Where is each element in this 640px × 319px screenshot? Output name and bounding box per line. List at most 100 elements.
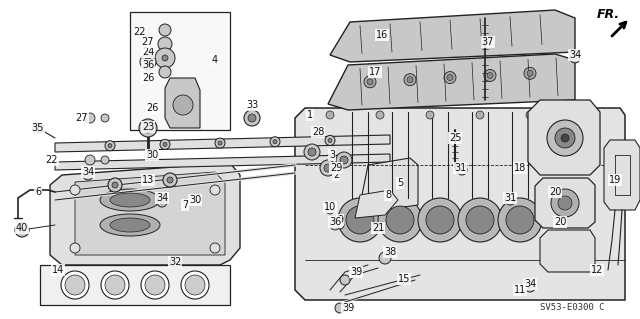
Circle shape (324, 164, 332, 172)
Text: 14: 14 (52, 265, 64, 275)
Circle shape (273, 140, 277, 144)
Circle shape (367, 79, 373, 85)
Circle shape (139, 119, 157, 137)
Circle shape (101, 114, 109, 122)
Circle shape (558, 196, 572, 210)
Circle shape (340, 275, 350, 285)
Polygon shape (75, 172, 225, 255)
Circle shape (173, 95, 193, 115)
Circle shape (19, 227, 25, 233)
Circle shape (326, 206, 334, 214)
Circle shape (85, 113, 95, 123)
Text: 20: 20 (549, 187, 561, 197)
Text: 34: 34 (156, 193, 168, 203)
Circle shape (145, 275, 165, 295)
Text: 27: 27 (76, 113, 88, 123)
Circle shape (505, 195, 515, 205)
Text: 11: 11 (514, 285, 526, 295)
Circle shape (15, 223, 29, 237)
Circle shape (386, 206, 414, 234)
Circle shape (61, 271, 89, 299)
Text: 35: 35 (32, 123, 44, 133)
Circle shape (108, 178, 122, 192)
Circle shape (573, 56, 577, 60)
Polygon shape (55, 135, 390, 152)
Circle shape (487, 72, 493, 78)
Text: 16: 16 (376, 30, 388, 40)
Circle shape (143, 123, 153, 133)
Circle shape (476, 111, 484, 119)
Circle shape (70, 243, 80, 253)
Polygon shape (295, 108, 625, 300)
Circle shape (215, 138, 225, 148)
Text: 18: 18 (514, 163, 526, 173)
Text: SV53-E0300 C: SV53-E0300 C (540, 303, 605, 313)
Text: 29: 29 (330, 163, 342, 173)
Circle shape (162, 55, 168, 61)
Polygon shape (360, 158, 418, 212)
Circle shape (160, 200, 164, 204)
Circle shape (336, 152, 352, 168)
Text: 15: 15 (398, 274, 410, 284)
Circle shape (336, 221, 344, 229)
Text: 30: 30 (146, 150, 158, 160)
Circle shape (70, 185, 80, 195)
Circle shape (218, 141, 222, 145)
Circle shape (335, 303, 345, 313)
Text: 39: 39 (350, 267, 362, 277)
Polygon shape (330, 10, 575, 62)
Polygon shape (528, 100, 600, 175)
Circle shape (404, 74, 416, 86)
Circle shape (86, 173, 90, 177)
Text: 26: 26 (146, 103, 158, 113)
Circle shape (144, 58, 152, 66)
Text: 13: 13 (142, 175, 154, 185)
Circle shape (418, 198, 462, 242)
Circle shape (105, 275, 125, 295)
Circle shape (527, 70, 533, 76)
Polygon shape (355, 190, 398, 218)
Circle shape (376, 111, 384, 119)
Circle shape (159, 66, 171, 78)
Polygon shape (165, 78, 200, 128)
Circle shape (141, 271, 169, 299)
Circle shape (167, 177, 173, 183)
Circle shape (105, 141, 115, 151)
Circle shape (555, 128, 575, 148)
Circle shape (85, 155, 95, 165)
Circle shape (181, 271, 209, 299)
Circle shape (244, 110, 260, 126)
Text: 34: 34 (569, 50, 581, 60)
Circle shape (210, 243, 220, 253)
Text: 19: 19 (609, 175, 621, 185)
Circle shape (526, 111, 534, 119)
Text: 32: 32 (169, 257, 181, 267)
Circle shape (498, 198, 542, 242)
Circle shape (108, 144, 112, 148)
Circle shape (330, 220, 340, 230)
Circle shape (528, 285, 532, 289)
Circle shape (210, 185, 220, 195)
Text: 1: 1 (307, 110, 313, 120)
Polygon shape (50, 163, 240, 265)
Circle shape (524, 67, 536, 79)
Circle shape (551, 189, 579, 217)
Text: 21: 21 (372, 223, 384, 233)
Circle shape (325, 136, 335, 145)
Circle shape (407, 77, 413, 83)
Circle shape (364, 76, 376, 88)
Text: 36: 36 (329, 217, 341, 227)
Circle shape (444, 71, 456, 84)
Circle shape (326, 111, 334, 119)
Text: 25: 25 (449, 133, 461, 143)
Circle shape (65, 275, 85, 295)
Text: 17: 17 (369, 67, 381, 77)
Circle shape (570, 53, 580, 63)
Circle shape (304, 144, 320, 160)
Polygon shape (40, 265, 230, 305)
Circle shape (112, 182, 118, 188)
Circle shape (457, 165, 467, 175)
Text: 22: 22 (134, 27, 147, 37)
Circle shape (163, 173, 177, 187)
Circle shape (484, 70, 496, 81)
